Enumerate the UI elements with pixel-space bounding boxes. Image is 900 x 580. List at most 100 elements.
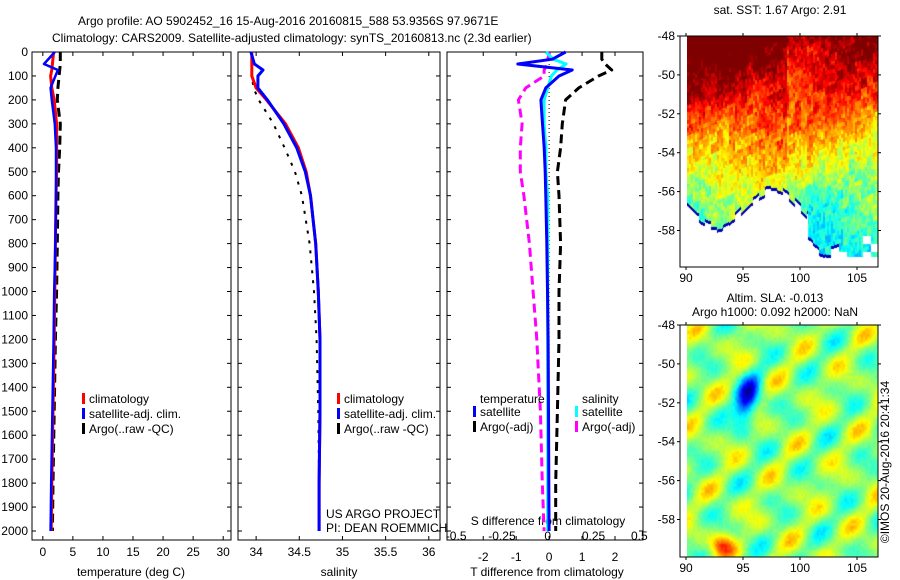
x-tick-label: 36 <box>422 545 436 559</box>
legend-item-sal-argo-label: Argo(-adj) <box>582 420 635 434</box>
x-tick-label: 90 <box>679 561 693 575</box>
x-tick-label: 90 <box>679 271 693 285</box>
legend-item-swatch <box>82 408 85 419</box>
difference-panel-frame <box>446 51 644 541</box>
x-axis-label: temperature (deg C) <box>77 565 185 579</box>
s-tick-label: 0 <box>544 529 551 543</box>
y-tick-label: 400 <box>8 141 28 155</box>
y-tick-label: -50 <box>658 357 676 371</box>
y-tick-label: 100 <box>8 69 28 83</box>
x-tick-label: 25 <box>186 545 200 559</box>
x-tick-label: 1 <box>579 550 586 564</box>
s-tick-label: -0.25 <box>488 529 516 543</box>
s-tick-label: -0.5 <box>446 529 467 543</box>
legend-title-salinity: salinity <box>582 392 619 406</box>
legend-item-swatch <box>82 393 85 404</box>
series-temperature-Argo-adj- <box>554 52 614 531</box>
legend-item-label: satellite-adj. clim. <box>344 407 436 421</box>
y-tick-label: -58 <box>658 513 676 527</box>
y-tick-label: 800 <box>8 237 28 251</box>
s-tick-label: 0.5 <box>631 529 648 543</box>
legend-item-swatch <box>337 408 340 419</box>
y-tick-label: 1700 <box>1 452 28 466</box>
series-climatology <box>250 52 322 531</box>
x-tick-label: -2 <box>478 550 489 564</box>
x-axis-label: T difference from climatology <box>470 565 624 579</box>
y-tick-label: 1500 <box>1 404 28 418</box>
x-tick-label: 35.5 <box>374 545 398 559</box>
legend-item-sal-satellite-label: satellite <box>582 405 623 419</box>
y-tick-label: 2000 <box>1 524 28 538</box>
map-title: Altim. SLA: -0.013 <box>727 291 824 305</box>
difference-panel: -2 -1 0 1 2-0.5 -0.25 0 0.25 0.5S difference fro… <box>446 50 648 579</box>
x-tick-label: 5 <box>70 545 77 559</box>
y-tick-label: -52 <box>658 396 676 410</box>
salinity-panel-frame <box>237 51 441 541</box>
series-satellite-adj-clim- <box>42 51 60 532</box>
y-tick-label: 300 <box>8 117 28 131</box>
legend-item-sal-argo-swatch <box>575 421 578 432</box>
y-tick-label: 200 <box>8 93 28 107</box>
sst-heatmap <box>687 36 878 267</box>
legend-item-label: satellite-adj. clim. <box>89 407 181 421</box>
x-tick-label: 10 <box>96 545 110 559</box>
legend-item-temp-argo-label: Argo(-adj) <box>480 420 533 434</box>
x-tick-label: 0 <box>546 550 553 564</box>
y-tick-label: -48 <box>658 29 676 43</box>
x-tick-label: 95 <box>736 561 750 575</box>
y-tick-label: 1600 <box>1 428 28 442</box>
sla-map-frame <box>679 324 879 558</box>
y-tick-label: 1200 <box>1 332 28 346</box>
sla-map-panel: 90 95 100 105 -48 -50 -52 -54 -56 -58 Altim. SLA: … <box>658 291 881 575</box>
y-tick-label: 1000 <box>1 285 28 299</box>
salinity-panel: 34 34.5 35 35.5 36 salinity climatologysatelli… <box>237 51 441 579</box>
sst-map-frame <box>679 35 879 268</box>
y-tick-label: 700 <box>8 213 28 227</box>
x-tick-label: 105 <box>847 271 867 285</box>
title-line2: Climatology: CARS2009. Satellite-adjuste… <box>52 31 532 45</box>
sst-map-panel: 90 95 100 105 -48 -50 -52 -54 -56 -58 sat. SST: 1.… <box>658 3 881 285</box>
s-tick-label: 0.25 <box>582 529 606 543</box>
credit-line1: US ARGO PROJECT <box>326 507 441 521</box>
x-tick-label: 34.5 <box>288 545 312 559</box>
y-tick-label: 1300 <box>1 356 28 370</box>
legend-item-label: Argo(..raw -QC) <box>344 422 429 436</box>
y-tick-label: -54 <box>658 435 676 449</box>
x-tick-label: 105 <box>847 561 867 575</box>
legend-item-temp-argo-swatch <box>473 421 476 432</box>
y-tick-label: -56 <box>658 185 676 199</box>
legend-item-label: climatology <box>344 392 404 406</box>
x-axis-label: salinity <box>321 565 358 579</box>
series-temperature-satellite <box>516 50 574 532</box>
temperature-panel-frame <box>31 51 232 541</box>
y-tick-label: 1400 <box>1 380 28 394</box>
x-tick-label: 30 <box>217 545 231 559</box>
map-subtitle: Argo h1000: 0.092 h2000: NaN <box>692 305 858 319</box>
legend-item-temp-satellite-swatch <box>473 406 476 417</box>
legend-item-label: climatology <box>89 392 149 406</box>
legend-item-label: Argo(..raw -QC) <box>89 422 174 436</box>
x-tick-label: 34 <box>249 545 263 559</box>
legend-item-temp-satellite-label: satellite <box>480 405 521 419</box>
y-tick-label: -56 <box>658 474 676 488</box>
legend-item-sal-satellite-swatch <box>575 406 578 417</box>
y-tick-label: 1800 <box>1 476 28 490</box>
x-tick-label: 35 <box>336 545 350 559</box>
legend-item-swatch <box>337 423 340 434</box>
x-tick-label: 20 <box>156 545 170 559</box>
y-tick-label: 1100 <box>2 308 28 322</box>
legend-item-swatch <box>337 393 340 404</box>
y-tick-label: -50 <box>658 68 676 82</box>
temperature-panel: 0100200300400500600700800900100011001200… <box>1 45 232 579</box>
y-tick-label: -52 <box>658 107 676 121</box>
sla-heatmap <box>687 325 878 557</box>
legend-title-temperature: temperature <box>480 392 545 406</box>
y-tick-label: -48 <box>658 318 676 332</box>
x-tick-label: -1 <box>511 550 522 564</box>
x-tick-label: 0 <box>39 545 46 559</box>
credit-line2: PI: DEAN ROEMMICH <box>326 521 447 535</box>
title-line1: Argo profile: AO 5902452_16 15-Aug-2016 … <box>78 14 498 28</box>
y-tick-label: 900 <box>8 261 28 275</box>
